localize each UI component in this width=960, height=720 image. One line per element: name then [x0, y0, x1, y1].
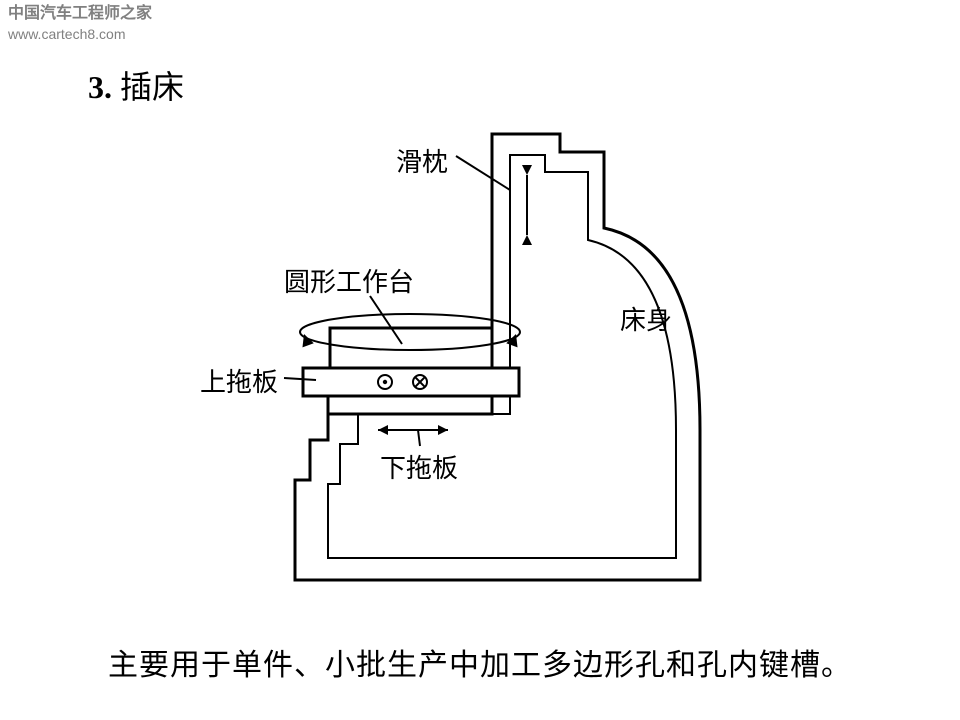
slotter-diagram — [0, 0, 960, 720]
upper-slide-plate — [303, 368, 519, 396]
description-text: 主要用于单件、小批生产中加工多边形孔和孔内键槽。 — [0, 640, 960, 684]
label-bed: 床身 — [620, 300, 672, 337]
label-worktable: 圆形工作台 — [284, 262, 414, 299]
label-ram: 滑枕 — [396, 142, 448, 179]
label-upper-slide: 上拖板 — [200, 362, 278, 399]
lower-slide-plate — [328, 396, 492, 414]
label-lower-slide: 下拖板 — [380, 448, 458, 485]
